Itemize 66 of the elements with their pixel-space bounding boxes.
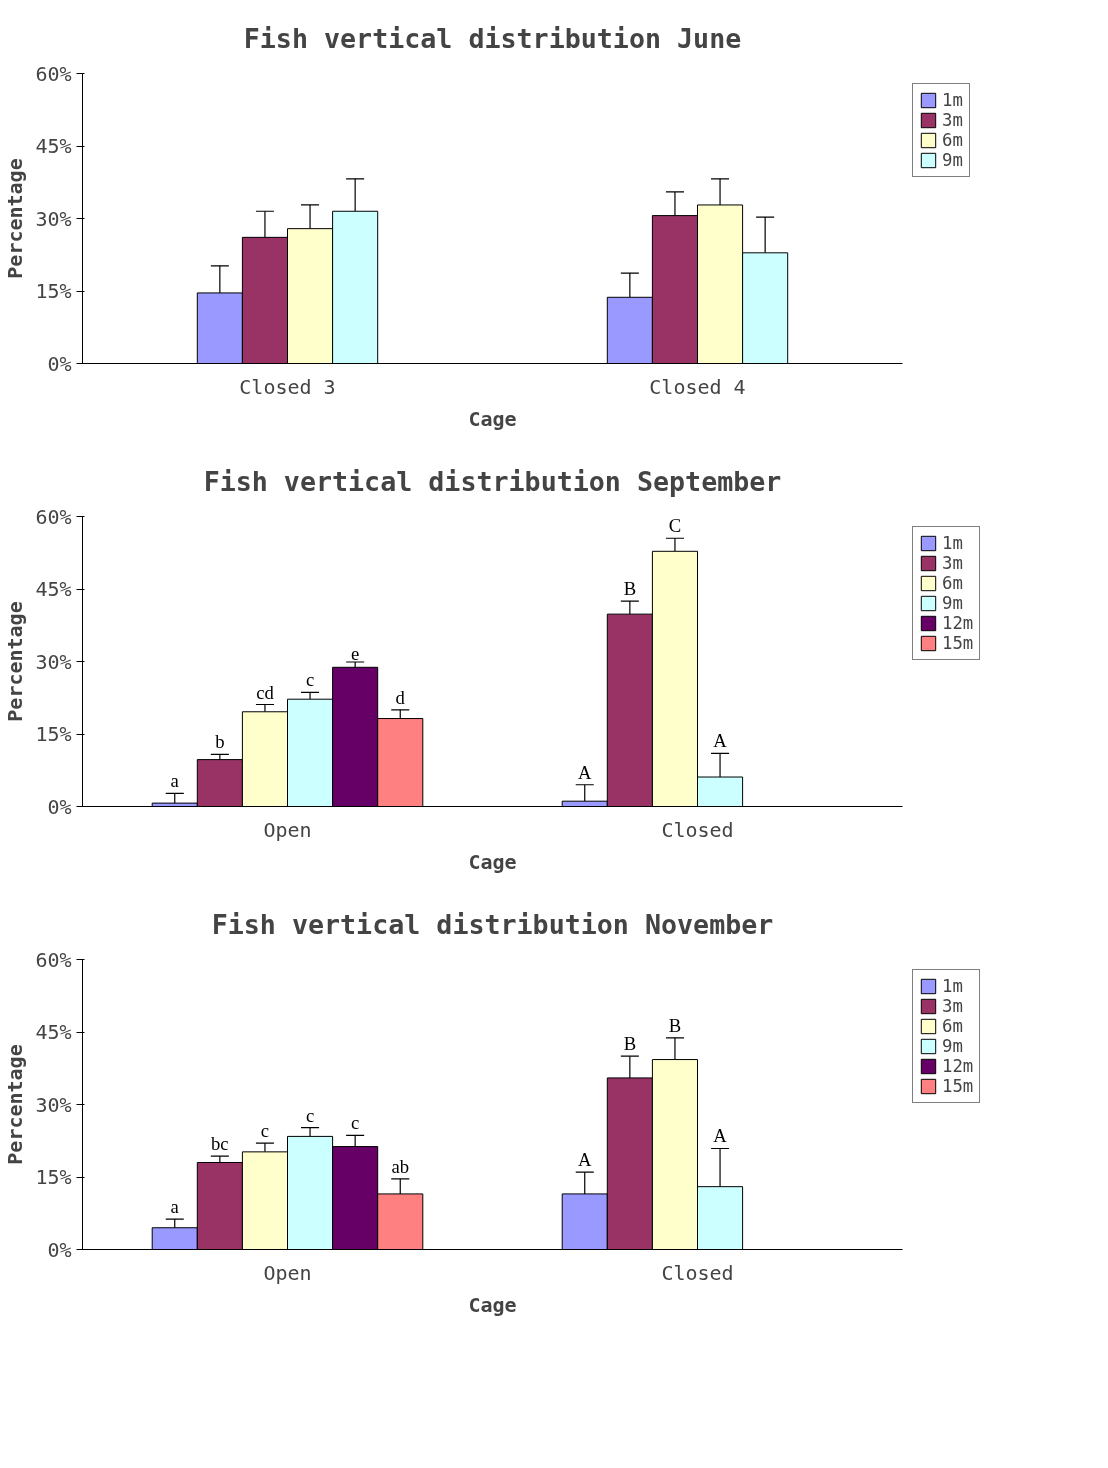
legend-label: 15m xyxy=(942,1076,974,1096)
x-axis-title: Cage xyxy=(468,849,517,874)
legend-label: 6m xyxy=(942,130,963,150)
annotation: a xyxy=(170,1196,180,1218)
y-tick-label: 0% xyxy=(47,794,72,819)
y-tick-label: 30% xyxy=(35,649,72,674)
annotation: A xyxy=(578,1149,593,1171)
x-tick-label: Open xyxy=(263,817,312,842)
x-tick-label: Open xyxy=(263,1260,312,1285)
x-axis-title: Cage xyxy=(468,406,517,431)
y-tick-label: 60% xyxy=(35,947,72,972)
annotation: c xyxy=(260,1120,270,1142)
x-tick-label: Closed 4 xyxy=(649,374,746,399)
annotation: C xyxy=(668,515,682,537)
chart-title: Fish vertical distribution June xyxy=(243,22,742,54)
legend-label: 1m xyxy=(942,90,963,110)
legend-label: 6m xyxy=(942,1016,963,1036)
chart-title: Fish vertical distribution September xyxy=(203,465,782,497)
y-tick-label: 45% xyxy=(35,1020,72,1044)
legend-label: 15m xyxy=(942,633,974,653)
annotation: e xyxy=(351,642,360,664)
legend-label: 1m xyxy=(942,533,963,553)
annotation: b xyxy=(215,731,225,753)
legend-label: 12m xyxy=(942,1056,974,1076)
annotation: ab xyxy=(391,1155,410,1177)
y-tick-label: 15% xyxy=(35,1165,72,1189)
x-tick-label: Closed 3 xyxy=(239,374,336,399)
legend-label: 9m xyxy=(942,150,963,170)
y-tick-label: 45% xyxy=(35,577,72,601)
legend-label: 3m xyxy=(942,110,963,130)
y-tick-label: 0% xyxy=(47,351,72,376)
annotation: A xyxy=(578,761,593,783)
x-tick-label: Closed xyxy=(661,1260,734,1285)
y-tick-label: 15% xyxy=(35,722,72,746)
legend-label: 12m xyxy=(942,613,974,633)
y-tick-label: 30% xyxy=(35,206,72,231)
annotation: c xyxy=(305,1104,315,1126)
annotation: A xyxy=(713,1125,728,1147)
annotation: c xyxy=(305,669,315,691)
annotation: cd xyxy=(256,681,275,703)
legend-label: 9m xyxy=(942,593,963,613)
annotation: d xyxy=(395,686,406,708)
annotation: A xyxy=(713,730,728,752)
annotation: B xyxy=(623,1033,637,1055)
x-tick-label: Closed xyxy=(661,817,734,842)
legend-label: 6m xyxy=(942,573,963,593)
y-tick-label: 60% xyxy=(35,504,72,529)
x-axis-title: Cage xyxy=(468,1292,517,1317)
y-tick-label: 0% xyxy=(47,1237,72,1262)
y-axis-title: Percentage xyxy=(3,1044,28,1165)
y-tick-label: 15% xyxy=(35,279,72,303)
legend-label: 9m xyxy=(942,1036,963,1056)
annotation: bc xyxy=(211,1133,229,1155)
y-axis-title: Percentage xyxy=(3,158,28,279)
y-tick-label: 45% xyxy=(35,134,72,158)
legend-label: 3m xyxy=(942,996,963,1016)
legend-label: 3m xyxy=(942,553,963,573)
y-tick-label: 30% xyxy=(35,1092,72,1117)
annotation: a xyxy=(170,770,180,792)
annotation: c xyxy=(351,1112,360,1134)
chart-title: Fish vertical distribution November xyxy=(211,908,774,940)
y-tick-label: 60% xyxy=(35,61,72,86)
legend-label: 1m xyxy=(942,976,963,996)
annotation: B xyxy=(623,578,637,600)
y-axis-title: Percentage xyxy=(3,601,28,722)
annotation: B xyxy=(668,1014,682,1036)
